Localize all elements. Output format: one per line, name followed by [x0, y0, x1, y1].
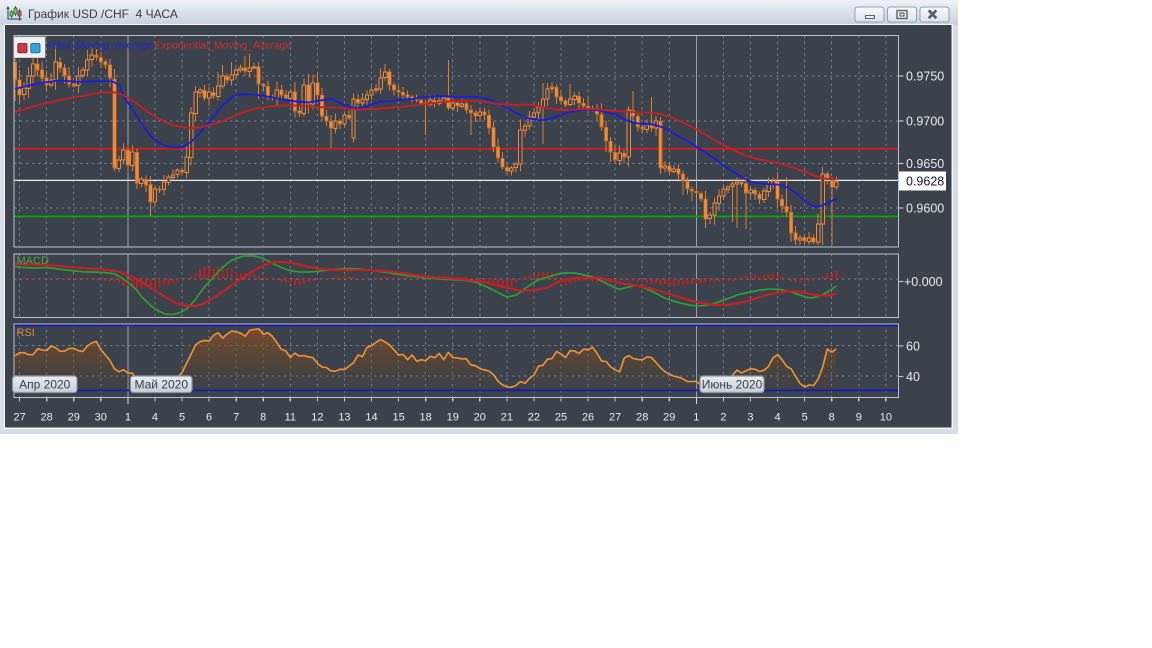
svg-text:1: 1 — [125, 412, 131, 424]
svg-text:Апр 2020: Апр 2020 — [19, 378, 71, 392]
svg-text:27: 27 — [609, 412, 621, 424]
svg-text:9: 9 — [856, 412, 862, 424]
svg-text:15: 15 — [392, 412, 404, 424]
svg-text:13: 13 — [338, 412, 350, 424]
svg-text:10: 10 — [880, 412, 892, 424]
svg-text:RSI: RSI — [17, 327, 35, 339]
svg-text:+0.000: +0.000 — [904, 275, 943, 289]
svg-text:11: 11 — [285, 412, 296, 424]
svg-text:MACD: MACD — [17, 255, 49, 267]
svg-text:14: 14 — [365, 412, 377, 424]
svg-text:5: 5 — [179, 412, 185, 424]
svg-text:0.9650: 0.9650 — [906, 157, 944, 171]
svg-text:26: 26 — [582, 412, 594, 424]
svg-text:20: 20 — [474, 412, 486, 424]
svg-text:12: 12 — [311, 412, 323, 424]
svg-text:30: 30 — [95, 412, 107, 424]
svg-text:3: 3 — [747, 412, 753, 424]
svg-text:29: 29 — [663, 412, 675, 424]
svg-text:8: 8 — [260, 412, 266, 424]
svg-text:22: 22 — [528, 412, 540, 424]
svg-text:0.9750: 0.9750 — [906, 69, 944, 83]
svg-text:28: 28 — [41, 412, 53, 424]
svg-text:8: 8 — [829, 412, 835, 424]
svg-text:Июнь 2020: Июнь 2020 — [702, 378, 763, 392]
svg-text:5: 5 — [802, 412, 808, 424]
svg-text:21: 21 — [501, 412, 513, 424]
svg-text:0.9600: 0.9600 — [906, 201, 944, 215]
svg-text:1: 1 — [693, 412, 699, 424]
svg-text:6: 6 — [206, 412, 212, 424]
svg-text:7: 7 — [233, 412, 239, 424]
svg-text:18: 18 — [420, 412, 432, 424]
svg-text:2: 2 — [720, 412, 726, 424]
svg-text:29: 29 — [68, 412, 80, 424]
svg-text:19: 19 — [447, 412, 459, 424]
svg-text:Exponential_Moving_Average: Exponential_Moving_Average — [155, 41, 292, 52]
svg-text:4: 4 — [774, 412, 780, 424]
svg-text:27: 27 — [13, 412, 25, 424]
svg-text:25: 25 — [555, 412, 567, 424]
svg-text:0.9700: 0.9700 — [906, 114, 944, 128]
svg-text:Май 2020: Май 2020 — [134, 378, 188, 392]
svg-text:ential_Moving_Average: ential_Moving_Average — [46, 41, 154, 52]
svg-text:28: 28 — [636, 412, 648, 424]
svg-text:40: 40 — [906, 370, 920, 384]
svg-text:60: 60 — [906, 339, 920, 353]
svg-text:График USD /CHF 4 ЧАСА: График USD /CHF 4 ЧАСА — [28, 7, 178, 21]
svg-text:4: 4 — [152, 412, 158, 424]
svg-text:0.9628: 0.9628 — [906, 175, 944, 189]
